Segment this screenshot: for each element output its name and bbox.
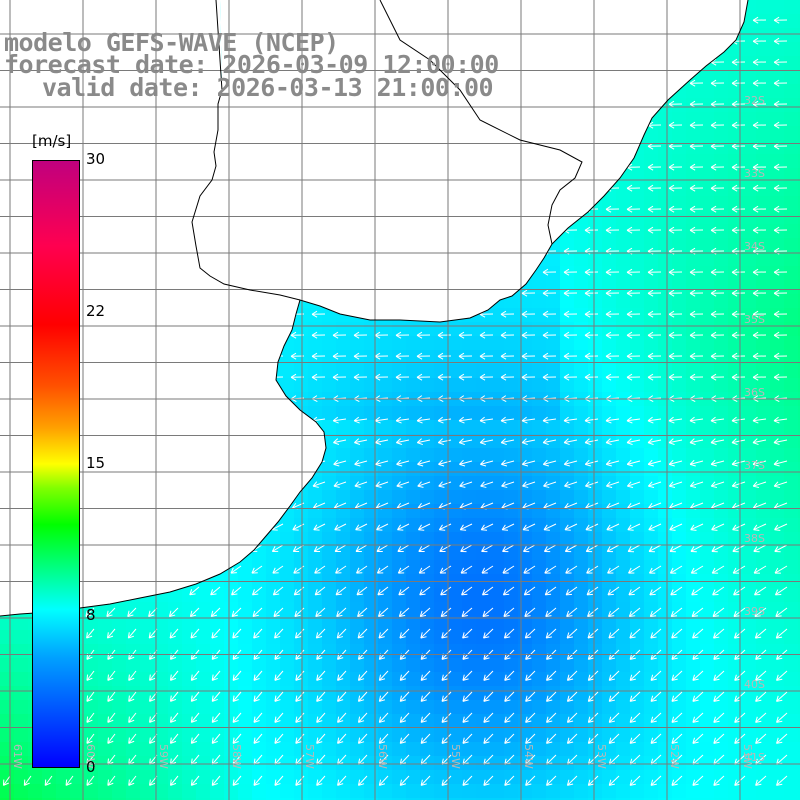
latitude-label: 40S	[744, 678, 765, 691]
longitude-label: 51W	[741, 744, 754, 769]
latitude-label: 33S	[744, 167, 765, 180]
longitude-label: 54W	[522, 744, 535, 769]
longitude-label: 52W	[668, 744, 681, 769]
latitude-label: 41S	[744, 751, 765, 764]
colorbar	[32, 160, 80, 768]
longitude-label: 55W	[449, 744, 462, 769]
colorbar-tick-30: 30	[86, 150, 106, 168]
coastline	[0, 0, 749, 617]
colorbar-tick-22: 22	[86, 302, 106, 320]
colorbar-tick-8: 8	[86, 606, 96, 624]
latitude-label: 38S	[744, 532, 765, 545]
longitude-label: 60W	[84, 744, 97, 769]
title-valid-date: valid date: 2026-03-13 21:00:00	[42, 73, 494, 102]
longitude-label: 56W	[376, 744, 389, 769]
title-forecast-date: forecast date: 2026-03-09 12:00:00	[4, 50, 499, 79]
latitude-label: 39S	[744, 605, 765, 618]
title-model: modelo GEFS-WAVE (NCEP)	[4, 28, 339, 57]
latitude-labels: 32S 33S 34S 35S 36S 37S 38S 39S 40S 41S	[744, 94, 765, 764]
latitude-label: 36S	[744, 386, 765, 399]
longitude-label: 61W	[11, 744, 24, 769]
colorbar-tick-0: 0	[86, 758, 96, 776]
latitude-label: 35S	[744, 313, 765, 326]
colorbar-tick-15: 15	[86, 454, 106, 472]
longitude-label: 59W	[157, 744, 170, 769]
longitude-labels: 61W 60W 59W 58W 57W 56W 55W 54W 53W 52W 51W	[11, 744, 754, 769]
latitude-label: 32S	[744, 94, 765, 107]
longitude-label: 57W	[303, 744, 316, 769]
longitude-label: 53W	[595, 744, 608, 769]
colorbar-unit: [m/s]	[32, 132, 72, 150]
latitude-label: 37S	[744, 459, 765, 472]
latitude-label: 34S	[744, 240, 765, 253]
longitude-label: 58W	[230, 744, 243, 769]
